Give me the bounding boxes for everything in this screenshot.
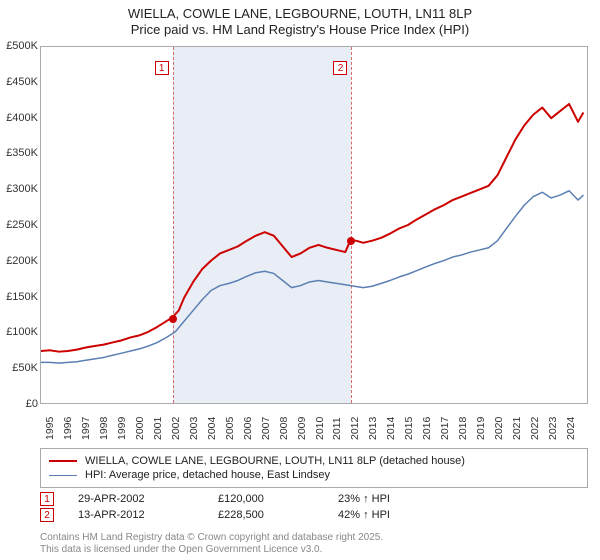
y-tick-label: £0 [26,398,38,410]
y-tick-label: £50K [12,362,38,374]
x-tick-label: 2009 [296,417,308,440]
y-tick-label: £300K [6,183,38,195]
x-tick-label: 2010 [314,417,326,440]
legend-swatch-red [49,460,77,462]
y-tick-label: £400K [6,112,38,124]
series-line-price_paid [41,104,583,352]
y-tick-label: £350K [6,147,38,159]
sale-marker-2: 2 [40,508,54,522]
x-tick-label: 1997 [80,417,92,440]
chart-container: WIELLA, COWLE LANE, LEGBOURNE, LOUTH, LN… [0,0,600,560]
x-tick-label: 2002 [170,417,182,440]
legend-label-hpi: HPI: Average price, detached house, East… [85,469,330,481]
x-tick-label: 1995 [44,417,56,440]
y-tick-label: £100K [6,326,38,338]
x-tick-label: 2022 [529,417,541,440]
sale-dot [169,315,177,323]
x-tick-label: 1998 [98,417,110,440]
x-tick-label: 2012 [349,417,361,440]
x-tick-label: 2018 [457,417,469,440]
footer-line2: This data is licensed under the Open Gov… [40,544,588,556]
x-tick-label: 1996 [62,417,74,440]
legend-label-price-paid: WIELLA, COWLE LANE, LEGBOURNE, LOUTH, LN… [85,455,465,467]
x-tick-label: 2023 [547,417,559,440]
y-tick-label: £250K [6,219,38,231]
sale-marker-box: 1 [155,61,169,75]
sale-vs-hpi: 23% ↑ HPI [338,493,478,505]
sale-price: £228,500 [218,509,328,521]
title-address: WIELLA, COWLE LANE, LEGBOURNE, LOUTH, LN… [0,6,600,22]
y-axis-labels: £0£50K£100K£150K£200K£250K£300K£350K£400… [0,46,40,404]
legend-row-hpi: HPI: Average price, detached house, East… [49,469,579,481]
y-tick-label: £150K [6,291,38,303]
sale-marker-1: 1 [40,492,54,506]
x-tick-label: 2004 [206,417,218,440]
x-tick-label: 2019 [475,417,487,440]
sale-date: 13-APR-2012 [78,509,208,521]
x-tick-label: 2011 [331,417,343,440]
x-tick-label: 2007 [260,417,272,440]
plot-area: 12 [40,46,588,404]
y-tick-label: £450K [6,76,38,88]
legend-swatch-blue [49,475,77,476]
footer-line1: Contains HM Land Registry data © Crown c… [40,532,588,544]
x-tick-label: 2017 [439,417,451,440]
y-tick-label: £200K [6,255,38,267]
x-tick-label: 2005 [224,417,236,440]
table-row: 1 29-APR-2002 £120,000 23% ↑ HPI [40,492,588,506]
x-tick-label: 2016 [421,417,433,440]
x-tick-label: 2014 [385,417,397,440]
sales-table: 1 29-APR-2002 £120,000 23% ↑ HPI 2 13-AP… [40,490,588,524]
sale-marker-box: 2 [333,61,347,75]
series-line-hpi [41,191,583,363]
chart-svg [41,47,587,403]
x-tick-label: 2024 [565,417,577,440]
chart-title: WIELLA, COWLE LANE, LEGBOURNE, LOUTH, LN… [0,0,600,39]
legend: WIELLA, COWLE LANE, LEGBOURNE, LOUTH, LN… [40,448,588,488]
sale-date: 29-APR-2002 [78,493,208,505]
legend-row-price-paid: WIELLA, COWLE LANE, LEGBOURNE, LOUTH, LN… [49,455,579,467]
x-tick-label: 2020 [493,417,505,440]
table-row: 2 13-APR-2012 £228,500 42% ↑ HPI [40,508,588,522]
x-tick-label: 1999 [116,417,128,440]
sale-price: £120,000 [218,493,328,505]
x-tick-label: 2000 [134,417,146,440]
title-subtitle: Price paid vs. HM Land Registry's House … [0,22,600,38]
x-tick-label: 2013 [367,417,379,440]
x-tick-label: 2015 [403,417,415,440]
x-axis-labels: 1995 1996 1997 1998 1999 2000 2001 2002 2003 2004… [40,406,588,452]
x-tick-label: 2001 [152,417,164,440]
sale-dot [347,237,355,245]
footer-attribution: Contains HM Land Registry data © Crown c… [40,532,588,556]
x-tick-label: 2006 [242,417,254,440]
y-tick-label: £500K [6,40,38,52]
x-tick-label: 2003 [188,417,200,440]
x-tick-label: 2021 [511,417,523,440]
x-tick-label: 2008 [278,417,290,440]
sale-vs-hpi: 42% ↑ HPI [338,509,478,521]
